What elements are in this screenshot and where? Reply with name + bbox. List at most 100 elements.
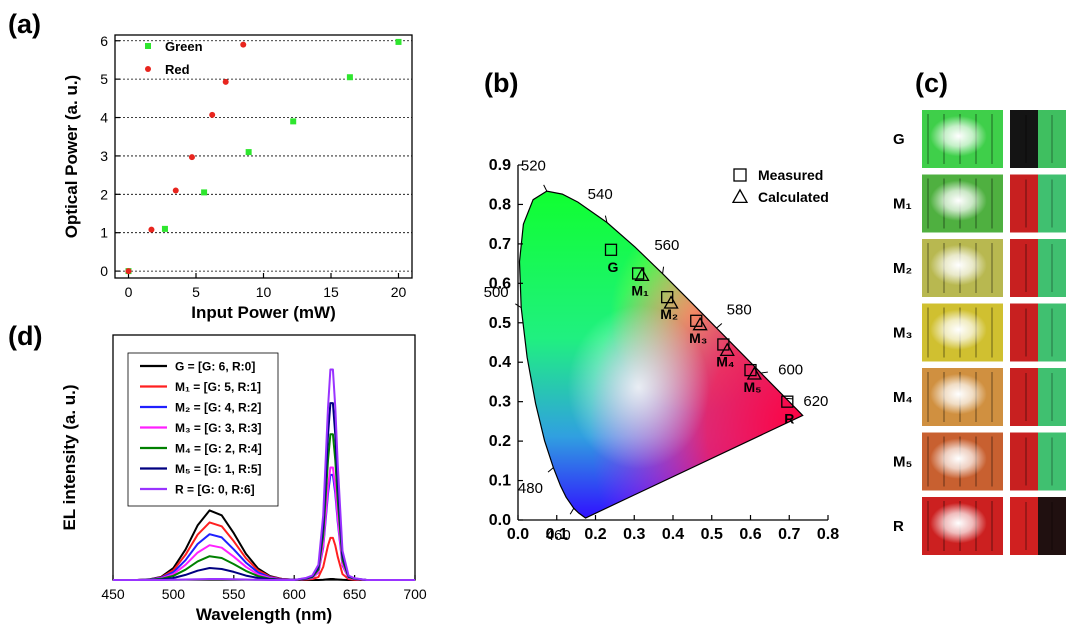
legend-label: M₁ = [G: 5, R:1]	[175, 380, 261, 394]
photo-right-a	[1010, 175, 1038, 233]
marker-circle	[173, 187, 179, 193]
legend-label: Calculated	[758, 189, 829, 205]
x-tick-label: 0.8	[817, 526, 839, 543]
point-label: M₃	[689, 330, 707, 346]
legend-label: Green	[165, 39, 203, 54]
marker-circle	[126, 268, 132, 274]
y-tick-label: 6	[100, 33, 108, 49]
photo-right-a	[1010, 433, 1038, 491]
point-label: M₂	[660, 306, 678, 322]
photo-right-a	[1010, 304, 1038, 362]
wavelength-label: 600	[778, 362, 803, 379]
x-tick-label: 700	[403, 586, 427, 602]
wavelength-label: 580	[727, 301, 752, 318]
row-label: M₃	[893, 325, 912, 342]
x-tick-label: 0.6	[739, 526, 761, 543]
wavelength-label: 620	[803, 393, 828, 410]
x-tick-label: 500	[162, 586, 186, 602]
point-label: M₄	[716, 353, 734, 369]
x-axis-label: Wavelength (nm)	[196, 605, 332, 624]
point-label: R	[784, 411, 794, 427]
marker-triangle	[733, 190, 747, 203]
x-tick-label: 0.1	[546, 526, 568, 543]
y-tick-label: 0.1	[489, 473, 511, 490]
point-label: M₅	[743, 379, 761, 395]
marker-square	[145, 43, 151, 49]
legend-label: M₄ = [G: 2, R:4]	[175, 442, 262, 456]
marker-circle	[145, 66, 151, 72]
point-label: G	[608, 259, 619, 275]
locus-tick	[570, 508, 574, 514]
locus-tick	[663, 267, 664, 274]
y-axis-label: Optical Power (a. u.)	[62, 75, 81, 238]
x-tick-label: 10	[256, 284, 272, 300]
y-tick-label: 0.5	[489, 315, 511, 332]
legend-label: R = [G: 0, R:6]	[175, 483, 255, 497]
row-label: M₅	[893, 454, 912, 471]
wavelength-label: 560	[654, 237, 679, 254]
photo-right-a	[1010, 497, 1038, 555]
photo-right-a	[1010, 239, 1038, 297]
x-tick-label: 450	[101, 586, 125, 602]
y-tick-label: 0.8	[489, 196, 511, 213]
x-tick-label: 20	[391, 284, 407, 300]
plot-frame	[115, 35, 412, 278]
y-tick-label: 2	[100, 186, 108, 202]
x-tick-label: 0.3	[623, 526, 645, 543]
x-tick-label: 0	[125, 284, 133, 300]
x-tick-label: 600	[283, 586, 307, 602]
marker-square	[201, 189, 207, 195]
photo-glow	[922, 110, 1003, 168]
locus-tick	[548, 468, 553, 473]
photo-glow	[922, 175, 1003, 233]
photo-glow	[922, 304, 1003, 362]
photo-right-a	[1010, 368, 1038, 426]
row-label: M₁	[893, 196, 912, 213]
x-tick-label: 0.0	[507, 526, 529, 543]
legend-label: M₅ = [G: 1, R:5]	[175, 462, 262, 476]
panel-label: (b)	[484, 68, 518, 98]
panel-label: (d)	[8, 321, 42, 351]
y-axis-label: EL intensity (a. u.)	[60, 384, 79, 530]
y-tick-label: 4	[100, 110, 108, 126]
x-axis-label: Input Power (mW)	[191, 303, 335, 322]
y-tick-label: 3	[100, 148, 108, 164]
marker-square	[162, 226, 168, 232]
locus-tick	[761, 372, 768, 373]
row-label: M₂	[893, 260, 912, 277]
photo-right-a	[1010, 110, 1038, 168]
legend-label: G = [G: 6, R:0]	[175, 360, 255, 374]
marker-square	[347, 74, 353, 80]
wavelength-label: 540	[588, 186, 613, 203]
x-tick-label: 0.5	[701, 526, 723, 543]
legend-label: M₃ = [G: 3, R:3]	[175, 421, 262, 435]
wavelength-label: 480	[518, 480, 543, 497]
y-tick-label: 5	[100, 71, 108, 87]
y-tick-label: 0.2	[489, 433, 511, 450]
photo-glow	[922, 368, 1003, 426]
wavelength-label: 520	[521, 157, 546, 174]
legend-label: Measured	[758, 167, 823, 183]
y-tick-label: 0	[100, 263, 108, 279]
panel-label: (a)	[8, 9, 41, 39]
x-tick-label: 550	[222, 586, 246, 602]
legend-label: M₂ = [G: 4, R:2]	[175, 401, 261, 415]
marker-circle	[148, 227, 154, 233]
x-tick-label: 0.4	[662, 526, 684, 543]
locus-tick	[717, 323, 722, 328]
point-label: M₁	[631, 282, 649, 298]
marker-square	[734, 169, 746, 181]
x-tick-label: 15	[323, 284, 339, 300]
y-tick-label: 0.7	[489, 236, 511, 253]
x-tick-label: 0.7	[778, 526, 800, 543]
locus-tick	[544, 185, 547, 191]
photo-glow	[922, 497, 1003, 555]
y-tick-label: 0.6	[489, 275, 511, 292]
marker-square	[290, 118, 296, 124]
marker-circle	[209, 112, 215, 118]
marker-circle	[189, 154, 195, 160]
marker-square	[396, 39, 402, 45]
photo-glow	[922, 239, 1003, 297]
